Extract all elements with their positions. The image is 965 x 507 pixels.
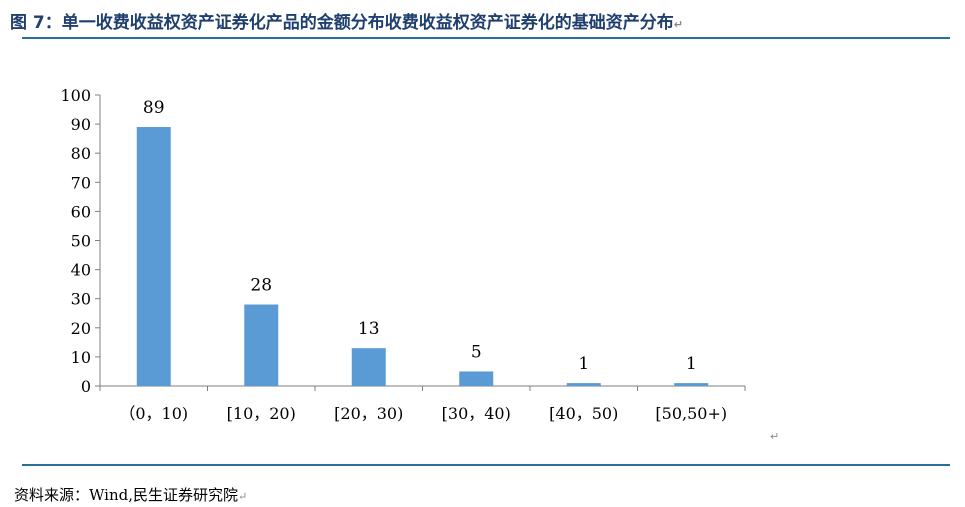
chart-title: 图 7：单一收费收益权资产证券化产品的金额分布收费收益权资产证券化的基础资产分布… — [10, 13, 683, 33]
data-label: 89 — [143, 98, 165, 118]
bar — [136, 127, 171, 386]
x-tick-label: [30，40) — [442, 404, 511, 423]
bar — [244, 304, 279, 386]
data-label: 1 — [578, 354, 589, 374]
y-tick-label: 40 — [71, 261, 91, 280]
x-tick-label: [20，30) — [334, 404, 403, 423]
bar — [459, 371, 494, 386]
bar — [351, 348, 386, 386]
x-tick-label: （0，10) — [119, 404, 188, 423]
y-tick-label: 80 — [71, 144, 91, 163]
y-tick-label: 20 — [71, 319, 91, 338]
return-mark: ↵ — [770, 430, 780, 443]
data-label: 13 — [358, 319, 380, 339]
y-tick-label: 90 — [71, 115, 91, 134]
bar — [566, 383, 601, 386]
y-tick-label: 70 — [71, 173, 91, 192]
x-tick-label: [50,50+) — [655, 404, 727, 423]
y-tick-label: 0 — [81, 377, 91, 396]
y-tick-label: 30 — [71, 290, 91, 309]
x-tick-label: [10，20) — [227, 404, 296, 423]
bottom-rule — [22, 464, 950, 466]
bar — [674, 383, 709, 386]
data-label: 28 — [250, 276, 272, 296]
y-tick-label: 60 — [71, 202, 91, 221]
data-label: 5 — [471, 342, 482, 362]
y-tick-label: 10 — [71, 348, 91, 367]
data-label: 1 — [686, 354, 697, 374]
y-tick-label: 100 — [60, 86, 91, 105]
source-note: 资料来源：Wind,民生证券研究院↵ — [14, 486, 248, 504]
x-tick-label: [40，50) — [549, 404, 618, 423]
y-tick-label: 50 — [71, 232, 91, 251]
top-rule — [22, 37, 950, 39]
